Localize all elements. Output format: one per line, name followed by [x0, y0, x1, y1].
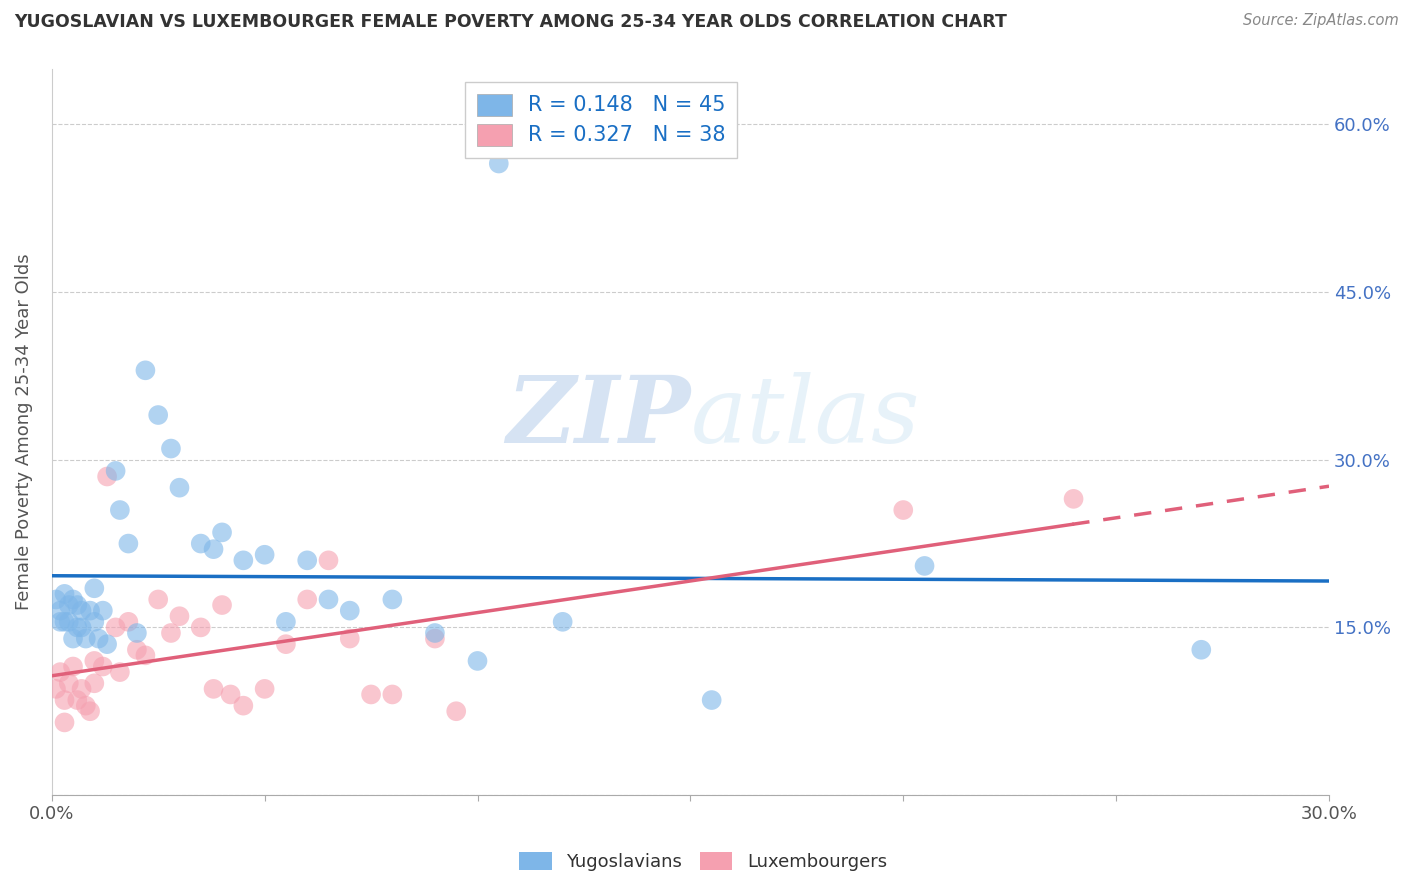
Point	[202, 542, 225, 557]
Point	[232, 553, 254, 567]
Point	[53, 615, 76, 629]
Point	[190, 536, 212, 550]
Point	[104, 464, 127, 478]
Text: Source: ZipAtlas.com: Source: ZipAtlas.com	[1243, 13, 1399, 29]
Point	[134, 363, 156, 377]
Legend: R = 0.148   N = 45, R = 0.327   N = 38: R = 0.148 N = 45, R = 0.327 N = 38	[465, 82, 737, 158]
Y-axis label: Female Poverty Among 25-34 Year Olds: Female Poverty Among 25-34 Year Olds	[15, 253, 32, 610]
Point	[423, 632, 446, 646]
Point	[83, 582, 105, 596]
Point	[125, 642, 148, 657]
Point	[467, 654, 489, 668]
Point	[62, 632, 84, 646]
Point	[148, 592, 170, 607]
Point	[211, 598, 233, 612]
Point	[83, 676, 105, 690]
Point	[58, 598, 80, 612]
Point	[318, 592, 340, 607]
Point	[58, 615, 80, 629]
Point	[49, 615, 72, 629]
Point	[274, 637, 297, 651]
Point	[381, 592, 404, 607]
Point	[49, 604, 72, 618]
Point	[62, 659, 84, 673]
Point	[318, 553, 340, 567]
Point	[79, 604, 101, 618]
Point	[108, 665, 131, 679]
Point	[70, 604, 93, 618]
Point	[339, 604, 361, 618]
Point	[62, 592, 84, 607]
Point	[83, 615, 105, 629]
Point	[339, 632, 361, 646]
Point	[108, 503, 131, 517]
Point	[253, 548, 276, 562]
Point	[117, 615, 139, 629]
Point	[169, 481, 191, 495]
Point	[444, 704, 467, 718]
Point	[148, 408, 170, 422]
Point	[700, 693, 723, 707]
Point	[66, 693, 89, 707]
Point	[53, 587, 76, 601]
Point	[1063, 491, 1085, 506]
Point	[66, 620, 89, 634]
Point	[53, 715, 76, 730]
Point	[169, 609, 191, 624]
Point	[91, 659, 114, 673]
Point	[211, 525, 233, 540]
Point	[53, 693, 76, 707]
Point	[219, 688, 242, 702]
Point	[66, 598, 89, 612]
Text: atlas: atlas	[690, 372, 920, 462]
Point	[49, 665, 72, 679]
Point	[1189, 642, 1212, 657]
Point	[91, 604, 114, 618]
Point	[125, 626, 148, 640]
Point	[551, 615, 574, 629]
Point	[253, 681, 276, 696]
Point	[87, 632, 110, 646]
Point	[58, 676, 80, 690]
Point	[160, 626, 183, 640]
Point	[160, 442, 183, 456]
Text: ZIP: ZIP	[506, 372, 690, 462]
Point	[232, 698, 254, 713]
Point	[891, 503, 914, 517]
Point	[104, 620, 127, 634]
Legend: Yugoslavians, Luxembourgers: Yugoslavians, Luxembourgers	[512, 845, 894, 879]
Point	[202, 681, 225, 696]
Point	[190, 620, 212, 634]
Point	[96, 469, 118, 483]
Point	[295, 592, 318, 607]
Point	[117, 536, 139, 550]
Point	[70, 620, 93, 634]
Point	[488, 156, 510, 170]
Point	[45, 592, 67, 607]
Point	[96, 637, 118, 651]
Point	[75, 698, 97, 713]
Point	[70, 681, 93, 696]
Point	[274, 615, 297, 629]
Point	[83, 654, 105, 668]
Point	[914, 558, 936, 573]
Point	[45, 681, 67, 696]
Point	[423, 626, 446, 640]
Point	[381, 688, 404, 702]
Point	[79, 704, 101, 718]
Point	[75, 632, 97, 646]
Text: YUGOSLAVIAN VS LUXEMBOURGER FEMALE POVERTY AMONG 25-34 YEAR OLDS CORRELATION CHA: YUGOSLAVIAN VS LUXEMBOURGER FEMALE POVER…	[14, 13, 1007, 31]
Point	[295, 553, 318, 567]
Point	[360, 688, 382, 702]
Point	[134, 648, 156, 663]
